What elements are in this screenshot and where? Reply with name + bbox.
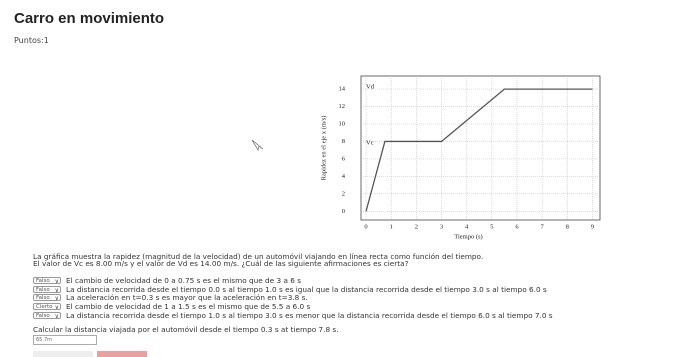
x-tick-label: 0 [364,223,367,230]
y-tick-label: 6 [342,155,346,162]
statement: La distancia recorrida desde el tiempo 0… [66,284,547,294]
x-tick-label: 8 [566,223,569,230]
statement: La aceleración en t=0.3 s es mayor que l… [66,293,308,303]
dropdown[interactable]: Falso [33,311,61,320]
annotation: Vd [366,83,375,90]
x-tick-label: 3 [440,223,443,230]
button[interactable] [97,351,147,357]
x-tick-label: 5 [490,223,493,230]
y-tick-label: 0 [342,208,345,215]
statement: El cambio de velocidad de 1 a 1.5 s es e… [66,302,311,312]
question-text: El valor de Vc es 8.00 m/s y el valor de… [33,259,409,268]
y-tick-label: 8 [342,138,345,145]
dropdown[interactable]: Falso [33,294,61,302]
y-axis-label: Rapidez en el eje x (m/s) [320,116,327,181]
annotation: Vc [366,139,374,146]
x-tick-label: 7 [541,223,545,230]
statement: La distancia recorrida desde el tiempo 1… [66,310,553,320]
data-line [365,88,593,212]
x-tick-label: 6 [515,223,519,230]
cursor-icon [251,139,264,152]
x-tick-label: 9 [591,223,594,230]
x-axis-label: Tiempo (s) [454,233,482,240]
title: Carro en movimiento [14,10,165,27]
y-tick-label: 10 [339,120,346,127]
x-tick-label: 1 [390,223,393,230]
calc-prompt: Calcular la distancia viajada por el aut… [33,325,339,334]
statement: El cambio de velocidad de 0 a 0.75 s es … [66,276,302,285]
x-tick-label: 4 [465,223,469,230]
dropdown[interactable]: Falso [33,277,61,285]
button[interactable] [33,351,93,357]
points: Puntos:1 [14,36,49,45]
y-tick-label: 4 [342,173,346,180]
y-tick-label: 14 [339,86,346,93]
x-tick-label: 2 [415,223,418,230]
y-tick-label: 2 [342,190,345,197]
dropdown[interactable]: Cierto [33,303,61,311]
plot-frame [360,75,601,221]
answer-input[interactable]: 65.7m [33,335,97,345]
question-text: La gráfica muestra la rapidez (magnitud … [33,252,484,261]
dropdown[interactable]: Falso [33,285,61,294]
y-tick-label: 12 [339,103,346,110]
